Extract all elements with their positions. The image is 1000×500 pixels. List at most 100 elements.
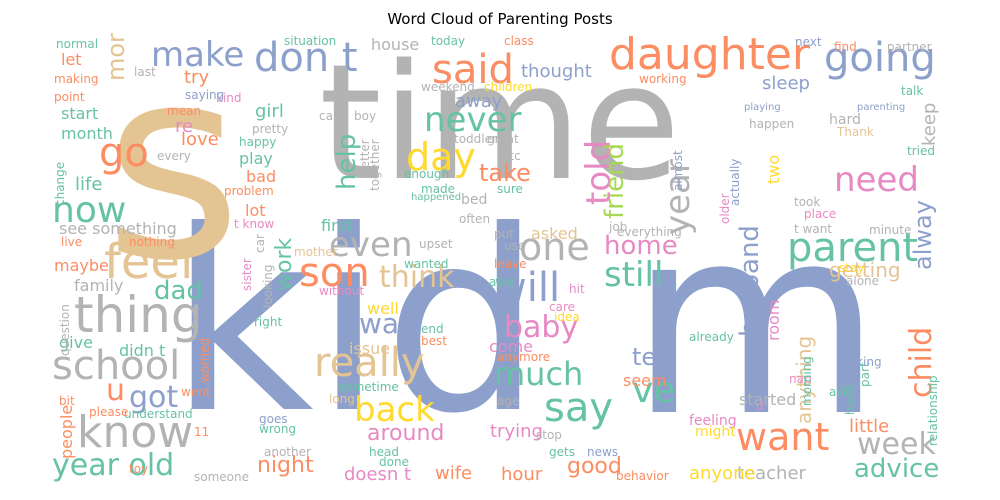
word-wife: wife [435, 463, 473, 484]
word-getting: getting [829, 258, 901, 282]
word-way: way [359, 307, 416, 340]
word-change: change [53, 161, 67, 206]
word-stop: stop [536, 428, 562, 442]
word-put: put [494, 227, 514, 241]
word-much: much [494, 355, 584, 393]
word-find: find [834, 40, 857, 54]
word-asked: asked [531, 224, 578, 243]
word-sister: sister [240, 258, 254, 291]
word-ask: ask [829, 385, 850, 399]
word-say: say [544, 385, 614, 431]
word-partner: partner [887, 40, 932, 54]
word-will: will [494, 265, 561, 311]
word-sure: sure [497, 182, 523, 196]
word-morning: morning [800, 356, 814, 406]
word-weekend: weekend [421, 80, 475, 94]
word-month: month [61, 124, 113, 143]
word-room: room [764, 299, 783, 341]
word-anyone: anyone [689, 463, 756, 484]
word-wrong: wrong [259, 422, 297, 436]
word-age: age [497, 394, 520, 408]
word-making: making [54, 72, 99, 86]
word-ve: ve [632, 370, 676, 411]
word-point: point [54, 90, 85, 104]
word-week: week [857, 427, 936, 462]
word-know: know [77, 407, 194, 458]
word-hit: hit [569, 282, 585, 296]
word-t-want: t want [794, 222, 832, 236]
word-house: house [371, 35, 420, 54]
word-sometime: sometime [339, 380, 399, 394]
word-anymore: anymore [497, 350, 551, 364]
word-everything: everything [617, 225, 682, 239]
word-advice: advice [854, 454, 940, 484]
word-never: never [424, 100, 522, 140]
word-doesn-t: doesn t [344, 464, 412, 484]
word-stay: stay [839, 261, 865, 275]
word-another: another [264, 445, 311, 459]
word-see-something: see something [59, 219, 177, 238]
word-happy: happy [239, 135, 277, 149]
word-teacher: teacher [737, 463, 806, 484]
word-understand: understand [124, 407, 193, 421]
word-working: working [639, 72, 687, 86]
word-feel: feel [104, 234, 194, 290]
word-happen: happen [749, 117, 795, 131]
word-parenting: parenting [857, 102, 906, 113]
word-worried: worried [198, 337, 212, 383]
word-11: 11 [194, 425, 210, 439]
word-one: one [519, 225, 590, 269]
word-play: play [239, 149, 273, 168]
word-good: good [567, 454, 622, 479]
word-problem: problem [224, 184, 274, 198]
word-every: every [157, 149, 191, 163]
word-even: even [329, 225, 413, 265]
word-m: m [629, 172, 883, 474]
word-situation: situation [284, 34, 337, 48]
word-next: next [795, 35, 822, 49]
word-children: children [484, 80, 533, 94]
word-son: son [299, 250, 370, 296]
word-toddler: toddler [454, 132, 497, 146]
word-pretty: pretty [252, 122, 289, 136]
word-kid: kid [169, 177, 542, 468]
word-car: car [253, 234, 267, 253]
word-think: think [379, 260, 455, 295]
word-still: still [604, 255, 664, 295]
word-upset: upset [419, 237, 453, 251]
word-help: help [332, 133, 362, 190]
word-seem: seem [623, 371, 667, 390]
word-feeling: feeling [689, 413, 737, 429]
word-s: s [104, 33, 243, 319]
word-goes: goes [259, 412, 288, 426]
word-mom: mom [102, 33, 130, 81]
word-back: back [354, 390, 435, 430]
word-issue: issue [349, 339, 391, 358]
word-done: done [379, 455, 409, 469]
word-head: head [369, 445, 399, 459]
word-wanted: wanted [404, 257, 449, 271]
word-hour: hour [501, 464, 543, 484]
word-tried: tried [907, 144, 935, 158]
word-first: first [321, 216, 353, 235]
word-maybe: maybe [54, 256, 109, 275]
word-family: family [74, 276, 124, 295]
word-friend: friend [600, 142, 630, 219]
word-happened: happened [411, 192, 462, 203]
word-start: start [61, 104, 99, 123]
word-trying: trying [490, 421, 543, 442]
word-often: often [459, 212, 491, 226]
word-give: give [59, 333, 93, 352]
word-etc: etc [502, 149, 521, 163]
word-time: time [319, 33, 681, 216]
word-bit: bit [59, 394, 75, 408]
word-almost: almost [671, 150, 685, 191]
word-said: said [432, 47, 514, 93]
word-idea: idea [554, 310, 580, 324]
word-away: away [455, 91, 503, 112]
word-alway: alway [909, 200, 937, 270]
word-might: might [695, 424, 736, 440]
word-place: place [804, 207, 837, 221]
word-already: already [689, 330, 734, 344]
word-today: today [431, 34, 466, 48]
